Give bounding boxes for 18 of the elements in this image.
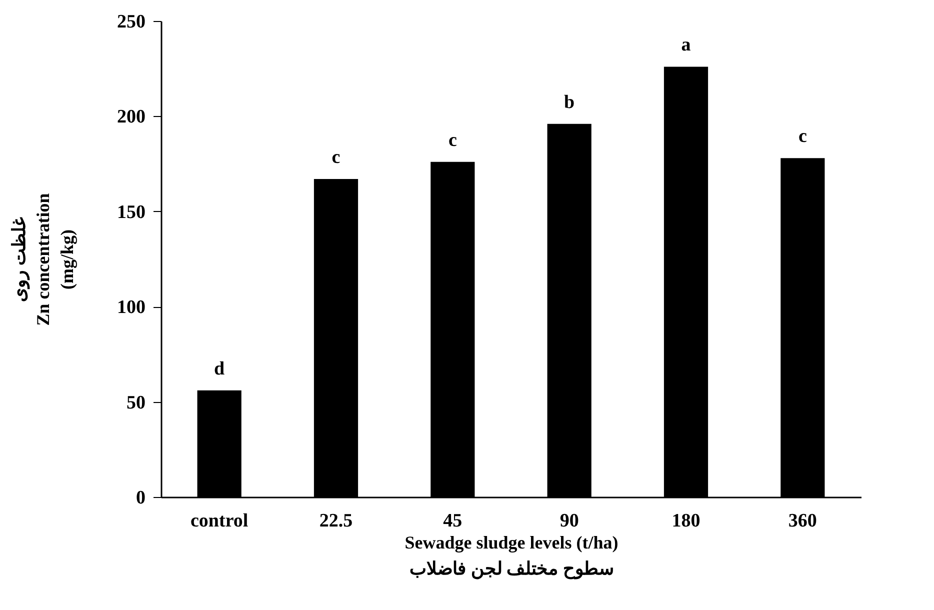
y-tick-label: 200 [117,106,146,128]
annotation: c [332,147,340,168]
x-tick-label: 45 [443,510,462,532]
y-tick-label: 100 [117,297,146,318]
y-tick-label: 0 [136,488,146,508]
x-tick-label: control [190,510,248,532]
annotation: b [564,92,575,113]
x-tick-label: 360 [788,510,817,532]
annotation: c [448,130,457,151]
x-tick-label: 90 [560,510,579,532]
y-tick-label: 50 [126,392,146,414]
x-tick-label: 180 [672,510,700,532]
annotation: d [214,358,226,380]
annotation: c [798,126,807,148]
annotation: a [681,34,692,56]
y-tick-label: 150 [117,202,146,223]
x-tick-label: 22.5 [319,510,353,532]
y-tick-label: 250 [117,12,146,32]
